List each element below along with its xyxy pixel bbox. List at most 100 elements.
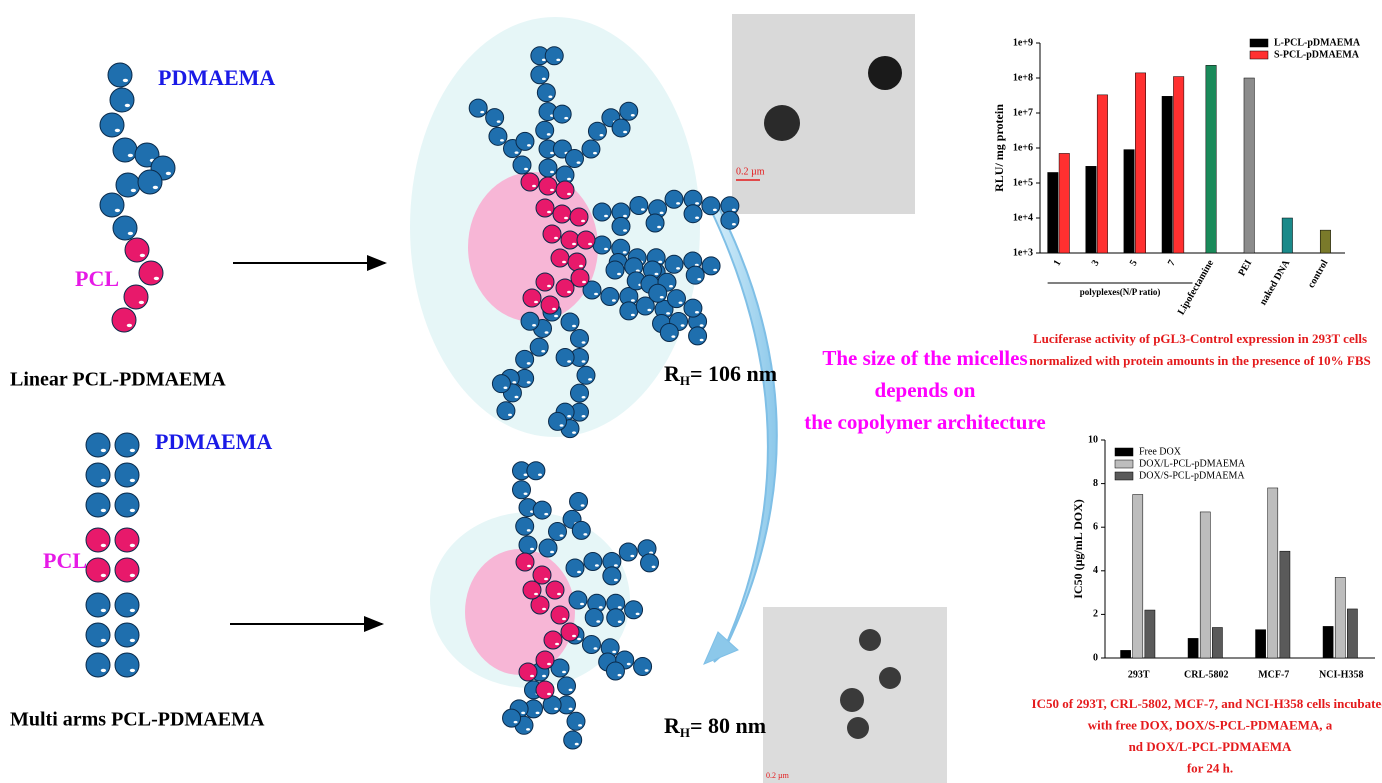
highlight [596, 620, 600, 623]
y-tick-label: 1e+9 [1013, 37, 1033, 48]
monomer [530, 338, 548, 356]
highlight [676, 267, 680, 270]
highlight [115, 129, 120, 132]
legend-label: DOX/S-PCL-pDMAEMA [1139, 470, 1245, 481]
highlight [654, 273, 658, 276]
highlight [578, 724, 582, 727]
highlight [631, 299, 635, 302]
caption: IC50 of 293T, CRL-5802, MCF-7, and NCI-H… [1032, 696, 1382, 711]
highlight [658, 261, 662, 264]
arrow-head [704, 632, 738, 664]
highlight [581, 504, 585, 507]
monomer [115, 493, 139, 517]
bar [1268, 488, 1278, 658]
monomer [492, 375, 510, 393]
monomer [612, 119, 630, 137]
monomer [543, 225, 561, 243]
highlight [660, 212, 664, 215]
monomer [519, 663, 537, 681]
monomer [536, 121, 554, 139]
monomer [116, 173, 140, 197]
legend-swatch [1115, 460, 1133, 468]
highlight [547, 663, 551, 666]
bar [1244, 78, 1254, 253]
monomer [634, 658, 652, 676]
bar [1097, 95, 1107, 253]
monomer [549, 523, 567, 541]
monomer [469, 99, 487, 117]
highlight [627, 663, 631, 666]
tem-particle [859, 629, 881, 651]
x-tick-label: control [1306, 258, 1331, 290]
bar [1335, 577, 1345, 658]
highlight [579, 265, 583, 268]
highlight [618, 620, 622, 623]
monomer [86, 623, 110, 647]
highlight [631, 114, 635, 117]
highlight [514, 721, 518, 724]
legend-label: L-PCL-pDMAEMA [1274, 37, 1361, 48]
highlight [582, 341, 586, 344]
center-text: the copolymer architecture [804, 410, 1045, 434]
highlight [544, 513, 548, 516]
y-tick-label: 6 [1093, 521, 1098, 532]
bar [1086, 166, 1096, 253]
x-tick-label: 7 [1166, 258, 1178, 268]
highlight [123, 79, 128, 82]
highlight [562, 618, 566, 621]
monomer [503, 709, 521, 727]
monomer [115, 593, 139, 617]
highlight [645, 669, 649, 672]
monomer [569, 591, 587, 609]
monomer [486, 109, 504, 127]
monomer [553, 205, 571, 223]
highlight [130, 449, 135, 452]
highlight [542, 78, 546, 81]
monomer [489, 127, 507, 145]
highlight [552, 308, 556, 311]
highlight [695, 202, 699, 205]
bar [1135, 73, 1145, 253]
highlight [647, 309, 651, 312]
highlight [557, 593, 561, 596]
monomer [523, 581, 541, 599]
block-label: PCL [75, 266, 119, 291]
highlight [582, 396, 586, 399]
highlight [130, 669, 135, 672]
monomer [531, 66, 549, 84]
highlight [545, 331, 549, 334]
highlight [569, 708, 573, 711]
monomer [572, 521, 590, 539]
monomer [568, 253, 586, 271]
monomer [521, 312, 539, 330]
highlight [166, 172, 171, 175]
highlight [542, 608, 546, 611]
monomer [570, 208, 588, 226]
highlight [532, 324, 536, 327]
monomer [570, 492, 588, 510]
highlight [527, 144, 531, 147]
monomer [556, 348, 574, 366]
monomer [523, 289, 541, 307]
monomer [567, 712, 585, 730]
highlight [530, 548, 534, 551]
legend-swatch [1115, 448, 1133, 456]
highlight [497, 120, 501, 123]
monomer [139, 261, 163, 285]
monomer [571, 384, 589, 402]
highlight [599, 606, 603, 609]
monomer [689, 327, 707, 345]
highlight [527, 362, 531, 365]
highlight [550, 152, 554, 155]
highlight [550, 171, 554, 174]
monomer [115, 558, 139, 582]
monomer [684, 299, 702, 317]
highlight [697, 278, 701, 281]
bar [1280, 551, 1290, 658]
highlight [101, 639, 106, 642]
highlight [713, 269, 717, 272]
monomer [665, 255, 683, 273]
legend-label: DOX/L-PCL-pDMAEMA [1139, 458, 1246, 469]
highlight [732, 209, 736, 212]
highlight [527, 381, 531, 384]
